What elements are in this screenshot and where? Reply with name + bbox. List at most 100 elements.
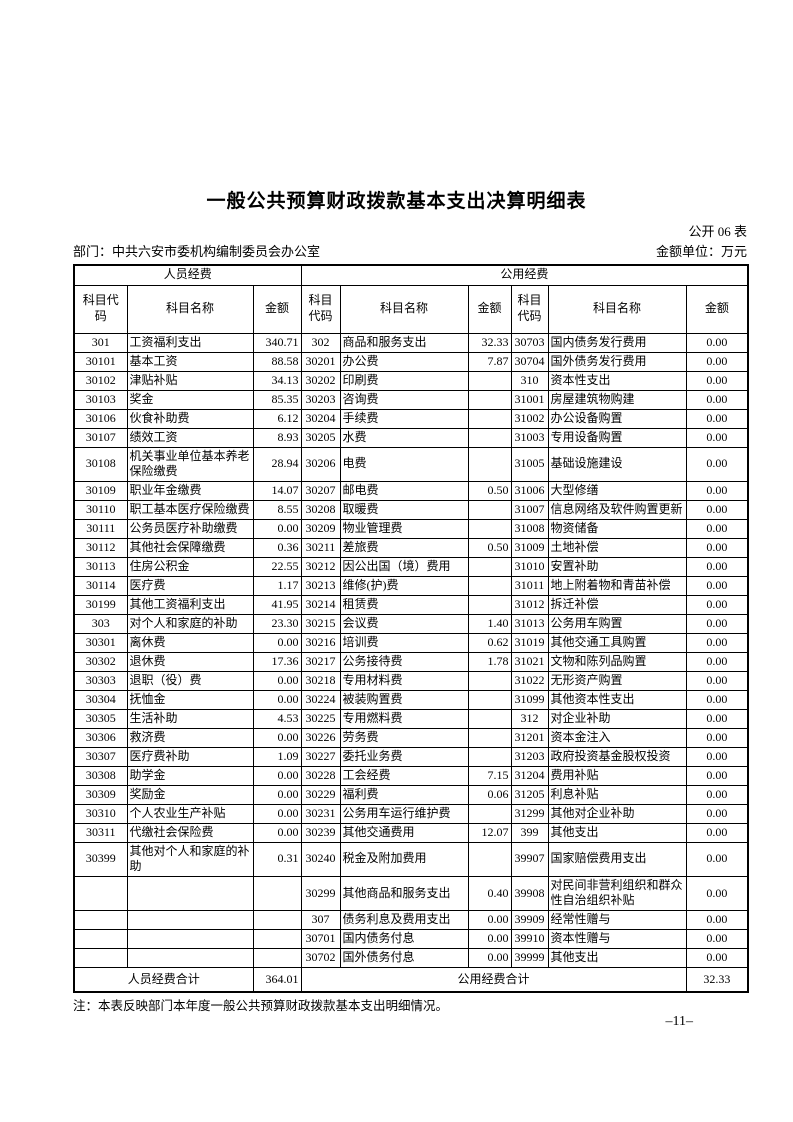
- subject-code-cell: 39910: [510, 929, 549, 950]
- subject-name-cell: 差旅费: [339, 537, 469, 558]
- amount-cell: [252, 929, 302, 950]
- amount-cell: 0.00: [685, 875, 749, 912]
- table-row: 30102 津贴补贴 34.13 30202 印刷费 310 资本性支出 0.00: [73, 370, 749, 391]
- amount-cell: 0.31: [252, 841, 302, 877]
- table-row: 307 债务利息及费用支出 0.00 39909 经常性赠与 0.00: [73, 910, 749, 931]
- amount-cell: [467, 389, 512, 410]
- amount-cell: 0.00: [467, 929, 512, 950]
- amount-cell: 340.71: [252, 332, 302, 353]
- subject-name-cell: 国外债务发行费用: [547, 351, 687, 372]
- subject-code-cell: 30207: [300, 480, 341, 501]
- amount-cell: 0.40: [467, 875, 512, 912]
- amount-cell: 0.00: [685, 499, 749, 520]
- amount-cell: [467, 670, 512, 691]
- amount-cell: [467, 727, 512, 748]
- amount-cell: 0.00: [252, 822, 302, 843]
- column-header-row: 科目代 码 科目名称 金额 科目 代码 科目名称 金额 科目 代码 科目名称 金…: [73, 284, 749, 334]
- table-row: 30199 其他工资福利支出 41.95 30214 租赁费 31012 拆迁补偿 0.00: [73, 594, 749, 615]
- subject-code-cell: 30704: [510, 351, 549, 372]
- subject-code-cell: 399: [510, 822, 549, 843]
- amount-cell: 34.13: [252, 370, 302, 391]
- subject-name-cell: 工资福利支出: [126, 332, 254, 353]
- subject-code-cell: 30227: [300, 746, 341, 767]
- subject-name-cell: 债务利息及费用支出: [339, 910, 469, 931]
- subject-code-cell: 30309: [73, 784, 128, 805]
- amount-cell: 0.00: [685, 537, 749, 558]
- table-code-label: 公开 06 表: [688, 224, 747, 239]
- amount-cell: 4.53: [252, 708, 302, 729]
- subject-name-cell: 资本性赠与: [547, 929, 687, 950]
- subject-name-cell: 抚恤金: [126, 689, 254, 710]
- col-header-code-2: 科目 代码: [300, 284, 341, 334]
- amount-cell: 0.50: [467, 537, 512, 558]
- amount-cell: 0.00: [685, 408, 749, 429]
- col-header-amount-1: 金额: [252, 284, 302, 334]
- table-row: 30304 抚恤金 0.00 30224 被装购置费 31099 其他资本性支出 0.00: [73, 689, 749, 710]
- amount-cell: 0.06: [467, 784, 512, 805]
- amount-cell: 0.00: [685, 948, 749, 969]
- subject-name-cell: 因公出国（境）费用: [339, 556, 469, 577]
- table-body: 301 工资福利支出 340.71 302 商品和服务支出 32.33 30703 国内债务发…: [73, 332, 749, 969]
- subject-name-cell: 物资储备: [547, 518, 687, 539]
- amount-cell: 0.00: [252, 689, 302, 710]
- subject-name-cell: 文物和陈列品购置: [547, 651, 687, 672]
- subject-code-cell: 31006: [510, 480, 549, 501]
- subject-name-cell: 其他商品和服务支出: [339, 875, 469, 912]
- subject-code-cell: 39999: [510, 948, 549, 969]
- amount-cell: 8.55: [252, 499, 302, 520]
- subject-name-cell: 专用材料费: [339, 670, 469, 691]
- subject-name-cell: 会议费: [339, 613, 469, 634]
- budget-table: 人员经费 公用经费 科目代 码 科目名称 金额 科目 代码 科目名称 金额 科目…: [73, 264, 750, 993]
- subject-code-cell: [73, 910, 128, 931]
- subject-code-cell: 30399: [73, 841, 128, 877]
- amount-cell: 0.00: [685, 822, 749, 843]
- amount-cell: 0.00: [685, 332, 749, 353]
- table-row: 30111 公务员医疗补助缴费 0.00 30209 物业管理费 31008 物资储备 0.0…: [73, 518, 749, 539]
- table-row: 30303 退职（役）费 0.00 30218 专用材料费 31022 无形资产购置 0.00: [73, 670, 749, 691]
- subject-name-cell: 其他交通费用: [339, 822, 469, 843]
- subject-code-cell: 30240: [300, 841, 341, 877]
- amount-cell: 32.33: [467, 332, 512, 353]
- subject-code-cell: 30303: [73, 670, 128, 691]
- subject-code-cell: 30203: [300, 389, 341, 410]
- amount-cell: 0.00: [685, 632, 749, 653]
- department-label: 部门：中共六安市委机构编制委员会办公室: [73, 244, 321, 259]
- subject-name-cell: 津贴补贴: [126, 370, 254, 391]
- amount-cell: 0.00: [252, 670, 302, 691]
- subject-name-cell: [126, 910, 254, 931]
- amount-cell: 0.00: [685, 556, 749, 577]
- subject-code-cell: 30214: [300, 594, 341, 615]
- totals-row: 人员经费合计 364.01 公用经费合计 32.33: [73, 967, 749, 993]
- amount-cell: 85.35: [252, 389, 302, 410]
- subject-code-cell: 312: [510, 708, 549, 729]
- subject-code-cell: 30111: [73, 518, 128, 539]
- amount-cell: [467, 689, 512, 710]
- subject-code-cell: 30305: [73, 708, 128, 729]
- table-row: 30101 基本工资 88.58 30201 办公费 7.87 30704 国外债务发行费用 0…: [73, 351, 749, 372]
- unit-label: 金额单位：万元: [655, 244, 747, 259]
- subject-code-cell: 31019: [510, 632, 549, 653]
- subject-name-cell: 无形资产购置: [547, 670, 687, 691]
- subject-code-cell: 31009: [510, 537, 549, 558]
- subject-code-cell: 30103: [73, 389, 128, 410]
- subject-name-cell: 其他交通工具购置: [547, 632, 687, 653]
- amount-cell: 1.09: [252, 746, 302, 767]
- subject-code-cell: 30301: [73, 632, 128, 653]
- amount-cell: 0.00: [252, 784, 302, 805]
- subject-name-cell: 土地补偿: [547, 537, 687, 558]
- group-header-personnel: 人员经费: [73, 264, 302, 286]
- amount-cell: 0.00: [685, 727, 749, 748]
- amount-cell: [467, 408, 512, 429]
- subject-name-cell: [126, 875, 254, 912]
- subject-name-cell: 生活补助: [126, 708, 254, 729]
- subject-code-cell: 30101: [73, 351, 128, 372]
- table-row: 30306 救济费 0.00 30226 劳务费 31201 资本金注入 0.00: [73, 727, 749, 748]
- amount-cell: 12.07: [467, 822, 512, 843]
- subject-name-cell: 手续费: [339, 408, 469, 429]
- subject-code-cell: 30228: [300, 765, 341, 786]
- subject-name-cell: 奖金: [126, 389, 254, 410]
- subject-code-cell: 30112: [73, 537, 128, 558]
- amount-cell: 0.00: [685, 389, 749, 410]
- subject-name-cell: 其他支出: [547, 948, 687, 969]
